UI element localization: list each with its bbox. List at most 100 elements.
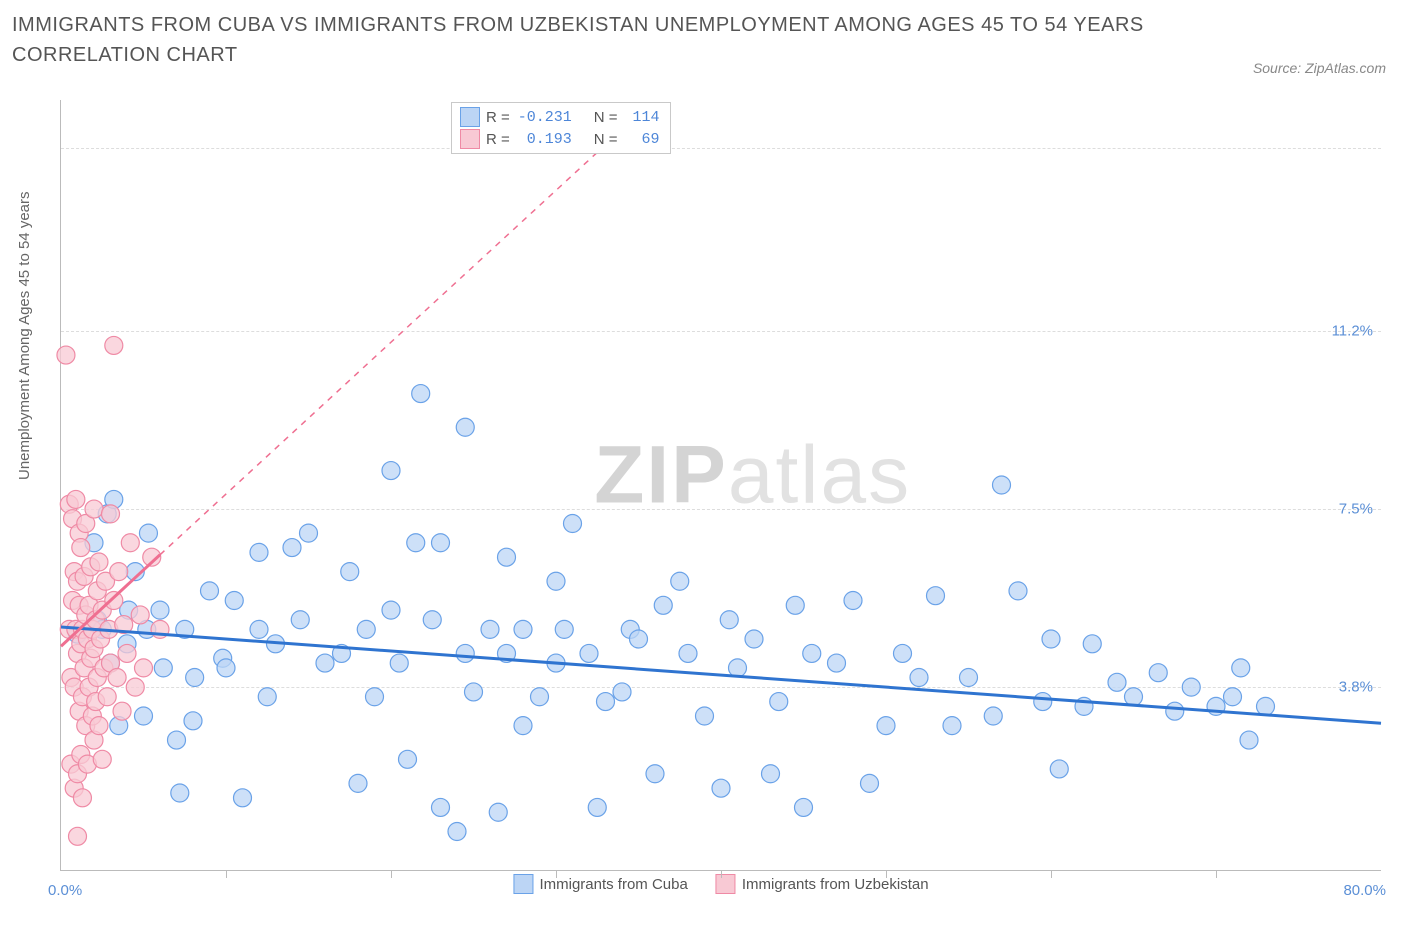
point-uzbekistan xyxy=(98,688,116,706)
point-uzbekistan xyxy=(131,606,149,624)
point-cuba xyxy=(456,418,474,436)
point-uzbekistan xyxy=(69,827,87,845)
point-uzbekistan xyxy=(118,644,136,662)
point-cuba xyxy=(341,563,359,581)
legend-r-value: -0.231 xyxy=(516,109,572,126)
trend-uzbekistan-dashed xyxy=(160,114,639,554)
point-cuba xyxy=(531,688,549,706)
point-cuba xyxy=(1083,635,1101,653)
point-cuba xyxy=(498,548,516,566)
legend-swatch xyxy=(716,874,736,894)
point-cuba xyxy=(1034,693,1052,711)
x-tick xyxy=(1051,870,1052,878)
point-cuba xyxy=(646,765,664,783)
point-cuba xyxy=(1125,688,1143,706)
stats-legend-row: R =-0.231N =114 xyxy=(460,107,660,127)
point-uzbekistan xyxy=(73,789,91,807)
point-cuba xyxy=(877,717,895,735)
point-uzbekistan xyxy=(57,346,75,364)
x-tick xyxy=(1216,870,1217,878)
x-tick xyxy=(721,870,722,878)
point-cuba xyxy=(399,750,417,768)
point-cuba xyxy=(225,592,243,610)
point-uzbekistan xyxy=(110,563,128,581)
x-tick xyxy=(886,870,887,878)
legend-swatch xyxy=(460,107,480,127)
point-uzbekistan xyxy=(72,539,90,557)
legend-r-value: 0.193 xyxy=(516,131,572,148)
point-cuba xyxy=(1042,630,1060,648)
point-cuba xyxy=(382,462,400,480)
point-cuba xyxy=(729,659,747,677)
point-cuba xyxy=(1224,688,1242,706)
point-cuba xyxy=(984,707,1002,725)
point-uzbekistan xyxy=(93,750,111,768)
point-uzbekistan xyxy=(108,669,126,687)
point-cuba xyxy=(795,798,813,816)
point-cuba xyxy=(481,620,499,638)
point-cuba xyxy=(712,779,730,797)
point-cuba xyxy=(993,476,1011,494)
x-tick xyxy=(556,870,557,878)
chart-svg xyxy=(61,100,1381,870)
series-legend-label: Immigrants from Uzbekistan xyxy=(742,876,929,893)
point-cuba xyxy=(1182,678,1200,696)
legend-n-label: N = xyxy=(594,131,618,148)
y-tick-label: 3.8% xyxy=(1339,679,1373,696)
legend-n-value: 114 xyxy=(624,109,660,126)
series-legend-item: Immigrants from Cuba xyxy=(513,874,687,894)
point-cuba xyxy=(1257,697,1275,715)
source-attribution: Source: ZipAtlas.com xyxy=(1253,60,1386,76)
point-cuba xyxy=(588,798,606,816)
point-cuba xyxy=(1149,664,1167,682)
point-cuba xyxy=(597,693,615,711)
point-cuba xyxy=(1166,702,1184,720)
point-cuba xyxy=(671,572,689,590)
point-cuba xyxy=(696,707,714,725)
point-cuba xyxy=(786,596,804,614)
point-cuba xyxy=(432,534,450,552)
point-cuba xyxy=(514,620,532,638)
point-cuba xyxy=(258,688,276,706)
point-cuba xyxy=(171,784,189,802)
point-cuba xyxy=(201,582,219,600)
point-cuba xyxy=(613,683,631,701)
point-uzbekistan xyxy=(121,534,139,552)
point-cuba xyxy=(514,717,532,735)
point-cuba xyxy=(1232,659,1250,677)
point-cuba xyxy=(679,644,697,662)
point-cuba xyxy=(770,693,788,711)
y-axis-label: Unemployment Among Ages 45 to 54 years xyxy=(16,191,33,480)
point-cuba xyxy=(139,524,157,542)
point-cuba xyxy=(1009,582,1027,600)
point-cuba xyxy=(186,669,204,687)
point-uzbekistan xyxy=(126,678,144,696)
point-cuba xyxy=(250,620,268,638)
point-cuba xyxy=(564,515,582,533)
point-cuba xyxy=(654,596,672,614)
x-axis-max-label: 80.0% xyxy=(1343,882,1386,899)
point-cuba xyxy=(390,654,408,672)
point-uzbekistan xyxy=(113,702,131,720)
point-cuba xyxy=(828,654,846,672)
point-cuba xyxy=(960,669,978,687)
point-cuba xyxy=(432,798,450,816)
point-cuba xyxy=(803,644,821,662)
point-cuba xyxy=(349,774,367,792)
point-cuba xyxy=(300,524,318,542)
point-uzbekistan xyxy=(85,500,103,518)
point-cuba xyxy=(250,543,268,561)
y-tick-label: 7.5% xyxy=(1339,501,1373,518)
point-cuba xyxy=(412,385,430,403)
point-uzbekistan xyxy=(90,553,108,571)
point-cuba xyxy=(844,592,862,610)
point-cuba xyxy=(720,611,738,629)
point-cuba xyxy=(357,620,375,638)
point-uzbekistan xyxy=(105,336,123,354)
point-cuba xyxy=(217,659,235,677)
point-cuba xyxy=(555,620,573,638)
point-cuba xyxy=(1050,760,1068,778)
x-axis-min-label: 0.0% xyxy=(48,882,82,899)
point-cuba xyxy=(894,644,912,662)
point-cuba xyxy=(423,611,441,629)
